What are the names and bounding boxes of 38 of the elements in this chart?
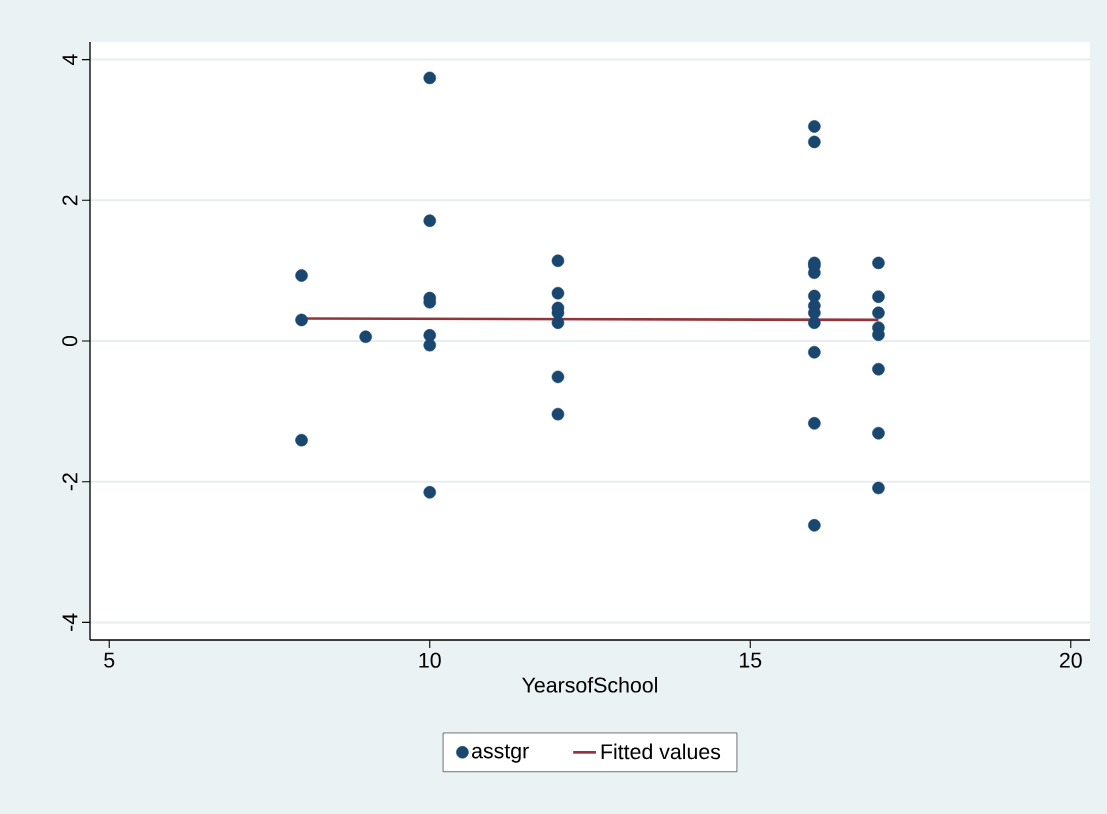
x-axis-title: YearsofSchool <box>522 676 657 693</box>
y-tick-label: 2 <box>62 195 78 206</box>
legend-label: Fitted values <box>601 743 721 760</box>
point <box>423 485 437 499</box>
point <box>551 316 565 329</box>
point <box>808 345 821 359</box>
x-tick-label: 5 <box>104 652 115 668</box>
y-tick-label: -4 <box>62 613 78 631</box>
point <box>872 481 885 495</box>
y-tick-label: 0 <box>62 335 78 347</box>
point <box>808 417 821 430</box>
y-tick-label: 4 <box>62 54 78 66</box>
point <box>423 338 437 352</box>
point <box>808 135 821 149</box>
x-tick-label: 10 <box>419 652 441 668</box>
point <box>551 254 565 268</box>
point <box>808 120 821 133</box>
point <box>359 330 372 344</box>
point <box>808 519 821 532</box>
point <box>551 407 565 421</box>
point <box>872 426 885 440</box>
point <box>551 370 565 384</box>
point <box>872 362 885 376</box>
point <box>295 269 308 282</box>
point <box>872 256 885 270</box>
point <box>423 329 437 342</box>
point <box>295 313 308 327</box>
point <box>423 71 437 85</box>
y-tick-label: -2 <box>62 473 78 491</box>
point <box>551 286 565 300</box>
point <box>423 214 437 227</box>
point <box>808 316 821 329</box>
point <box>872 306 885 320</box>
legend-label: asstgr <box>472 744 529 763</box>
x-tick-label: 15 <box>740 652 762 668</box>
point <box>295 433 308 447</box>
point <box>872 290 885 303</box>
x-tick-label: 20 <box>1059 652 1082 668</box>
